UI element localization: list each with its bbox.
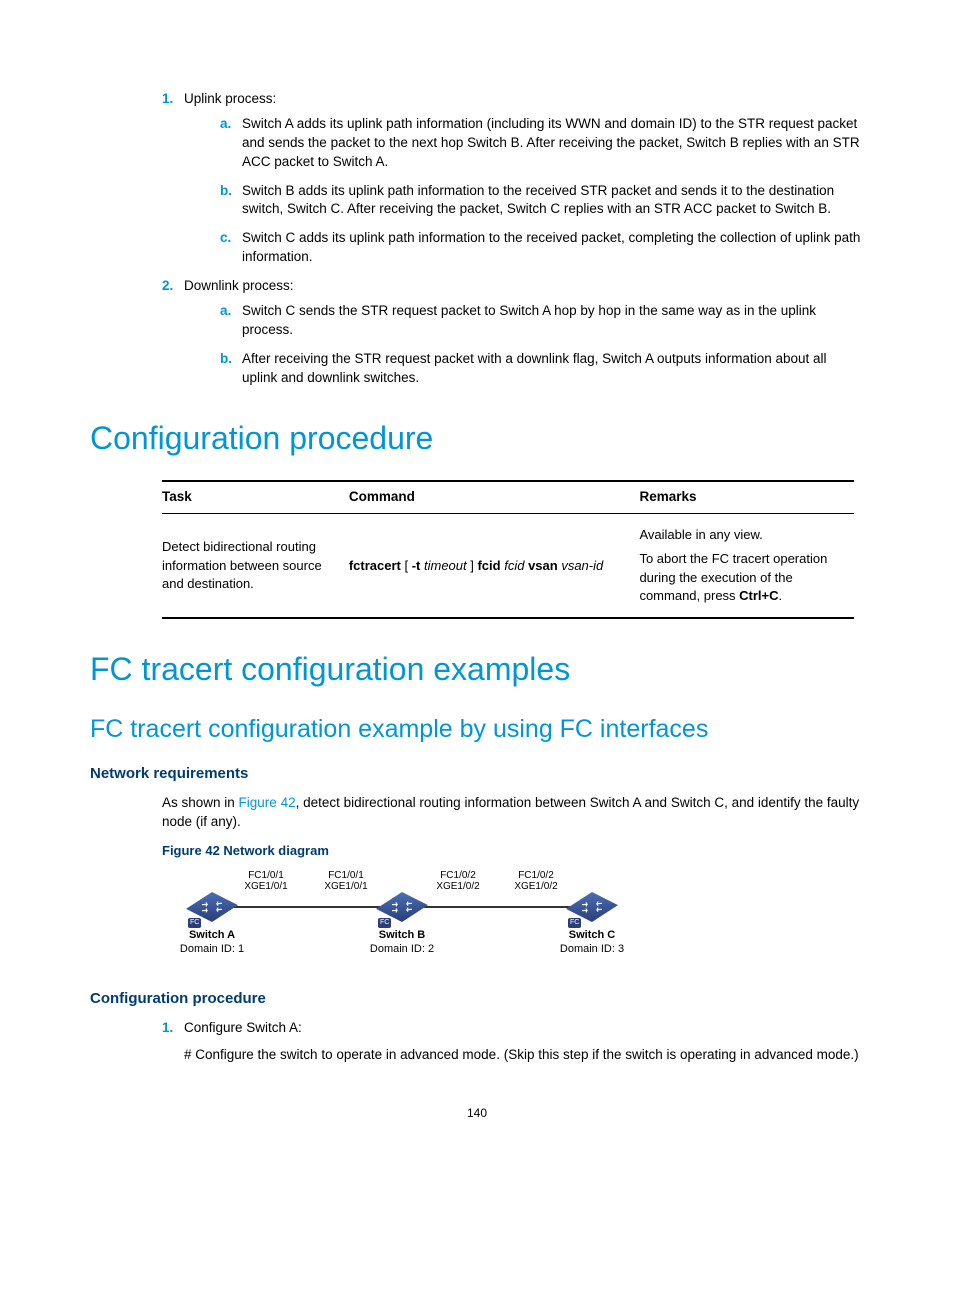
list-item: 1. Configure Switch A: # Configure the s… <box>162 1019 864 1065</box>
list-item: 2. Downlink process: a. Switch C sends th… <box>162 277 864 387</box>
diagram-link <box>234 906 380 908</box>
list-text: Configure Switch A: <box>184 1020 302 1035</box>
table-header-task: Task <box>162 481 349 513</box>
cmd-token: timeout <box>420 558 466 573</box>
list-text: After receiving the STR request packet w… <box>242 351 827 385</box>
fc-badge: FC <box>378 918 391 928</box>
port-label: FC1/0/1XGE1/0/1 <box>234 870 298 892</box>
list-text: Switch B adds its uplink path informatio… <box>242 183 834 217</box>
list-text: Uplink process: <box>184 91 276 106</box>
heading-configuration-procedure-2: Configuration procedure <box>90 988 864 1009</box>
cmd-token: vsan-id <box>558 558 604 573</box>
table-cell-task: Detect bidirectional routing information… <box>162 514 349 618</box>
list-text: Switch C adds its uplink path informatio… <box>242 230 860 264</box>
port-label: FC1/0/2XGE1/0/2 <box>426 870 490 892</box>
cmd-token: [ <box>401 558 412 573</box>
list-item: b. Switch B adds its uplink path informat… <box>220 182 864 220</box>
port-label: FC1/0/2XGE1/0/2 <box>504 870 568 892</box>
cmd-token: fctracert <box>349 558 401 573</box>
list-item: c. Switch C adds its uplink path informat… <box>220 229 864 267</box>
cmd-token: ] <box>467 558 478 573</box>
list-marker: a. <box>220 302 231 321</box>
list-text: Switch C sends the STR request packet to… <box>242 303 816 337</box>
diagram-link <box>424 906 570 908</box>
step-body: # Configure the switch to operate in adv… <box>184 1046 864 1065</box>
cmd-token: fcid <box>501 558 528 573</box>
remarks-line: To abort the FC tracert operation during… <box>639 550 846 605</box>
list-item: a. Switch C sends the STR request packet … <box>220 302 864 340</box>
heading-fc-tracert-examples: FC tracert configuration examples <box>90 647 864 692</box>
text: To abort the FC tracert operation during… <box>639 551 827 602</box>
table-header-remarks: Remarks <box>639 481 854 513</box>
list-text: Downlink process: <box>184 278 294 293</box>
heading-fc-tracert-example-fc: FC tracert configuration example by usin… <box>90 712 864 747</box>
table-header-command: Command <box>349 481 640 513</box>
switch-domain: Domain ID: 3 <box>547 942 637 957</box>
paragraph: As shown in Figure 42, detect bidirectio… <box>162 794 864 832</box>
list-item: 1. Uplink process: a. Switch A adds its u… <box>162 90 864 267</box>
list-marker: 1. <box>162 90 173 109</box>
figure-reference-link[interactable]: Figure 42 <box>239 795 296 810</box>
list-item: a. Switch A adds its uplink path informat… <box>220 115 864 172</box>
fc-badge: FC <box>188 918 201 928</box>
table-cell-command: fctracert [ -t timeout ] fcid fcid vsan … <box>349 514 640 618</box>
port-label: FC1/0/1XGE1/0/1 <box>314 870 378 892</box>
list-marker: 2. <box>162 277 173 296</box>
cmd-token: fcid <box>477 558 500 573</box>
table-cell-remarks: Available in any view. To abort the FC t… <box>639 514 854 618</box>
text: . <box>779 588 783 603</box>
remarks-line: Available in any view. <box>639 526 846 544</box>
list-marker: b. <box>220 350 232 369</box>
list-text: Switch A adds its uplink path informatio… <box>242 116 860 169</box>
sub-list: a. Switch C sends the STR request packet … <box>220 302 864 388</box>
keystroke: Ctrl+C <box>739 588 778 603</box>
sub-list: a. Switch A adds its uplink path informat… <box>220 115 864 267</box>
heading-configuration-procedure: Configuration procedure <box>90 416 864 461</box>
command-table: Task Command Remarks Detect bidirectiona… <box>162 480 854 619</box>
list-marker: c. <box>220 229 231 248</box>
text: As shown in <box>162 795 239 810</box>
switch-domain: Domain ID: 1 <box>167 942 257 957</box>
switch-domain: Domain ID: 2 <box>357 942 447 957</box>
page-number: 140 <box>90 1105 864 1122</box>
fc-badge: FC <box>568 918 581 928</box>
figure-caption: Figure 42 Network diagram <box>162 842 864 860</box>
list-marker: 1. <box>162 1019 173 1038</box>
list-marker: a. <box>220 115 231 134</box>
network-diagram: FC FC FC FC1/0/1XGE1/0/1 FC1/0/1XGE1/0/1… <box>176 866 696 966</box>
heading-network-requirements: Network requirements <box>90 763 864 784</box>
list-item: b. After receiving the STR request packet… <box>220 350 864 388</box>
table-row: Detect bidirectional routing information… <box>162 514 854 618</box>
cmd-token: vsan <box>528 558 558 573</box>
list-marker: b. <box>220 182 232 201</box>
process-list: 1. Uplink process: a. Switch A adds its u… <box>162 90 864 388</box>
config-steps-list: 1. Configure Switch A: # Configure the s… <box>162 1019 864 1065</box>
